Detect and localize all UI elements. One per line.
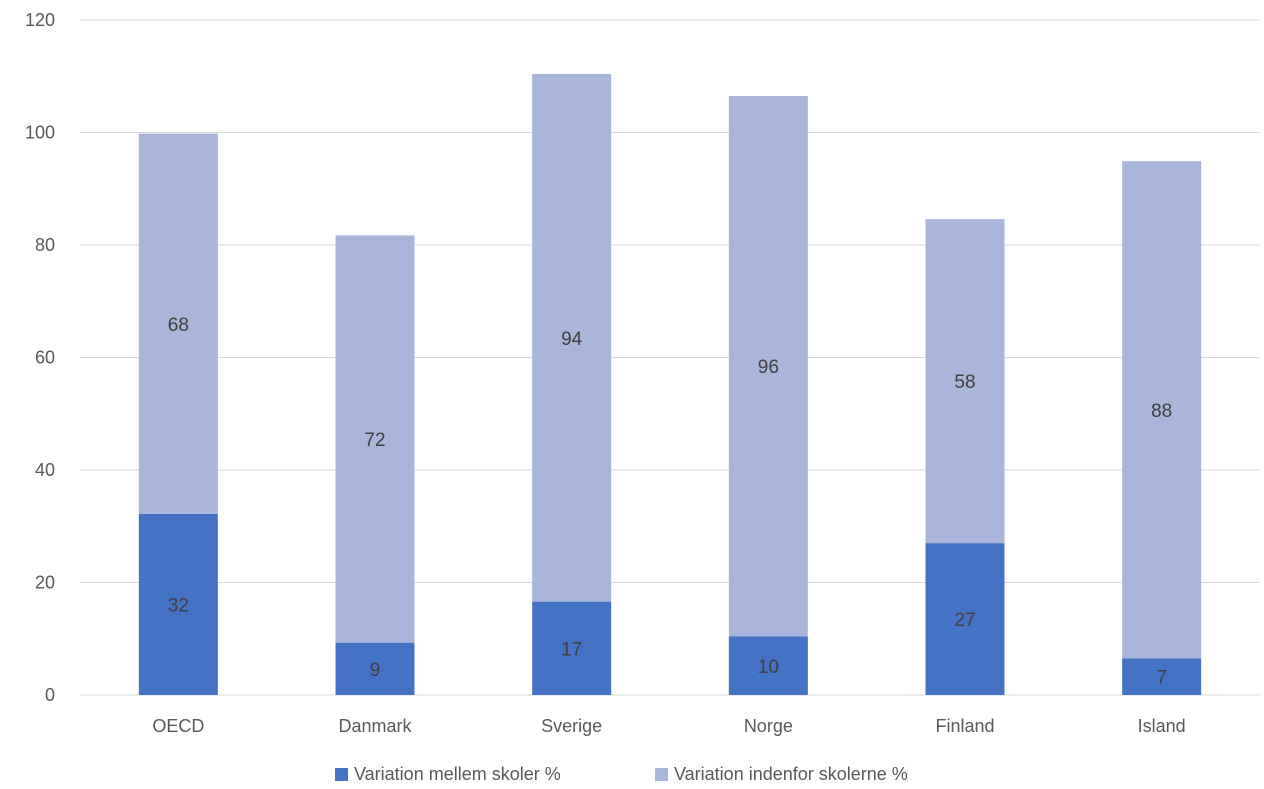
bar-sverige-series-1 [532, 601, 612, 695]
x-axis-ticks: OECD Danmark Sverige Norge Finland Island [152, 716, 1185, 736]
data-label-oecd-series-1: 32 [168, 595, 189, 616]
data-label-island-series-1: 7 [1156, 668, 1167, 689]
bar-island-series-1 [1122, 658, 1202, 695]
data-label-finland-series-2: 58 [954, 372, 975, 393]
data-label-danmark-series-2: 72 [364, 430, 385, 451]
data-label-oecd-series-2: 68 [168, 315, 189, 336]
legend-label-1: Variation mellem skoler % [354, 764, 561, 784]
x-tick-label: Danmark [338, 716, 412, 736]
x-tick-label: Norge [744, 716, 793, 736]
data-label-norge-series-2: 96 [758, 357, 779, 378]
bar-group: 32 68 9 72 17 94 10 96 27 58 7 88 [138, 74, 1202, 695]
data-label-finland-series-1: 27 [954, 610, 975, 631]
data-label-island-series-2: 88 [1151, 401, 1172, 422]
y-tick-label: 80 [35, 235, 55, 255]
bar-oecd-series-1 [138, 513, 218, 695]
bar-island-series-2 [1122, 161, 1202, 659]
bar-finland-series-1 [925, 543, 1005, 695]
data-label-danmark-series-1: 9 [370, 660, 381, 681]
y-tick-label: 20 [35, 573, 55, 593]
y-tick-label: 60 [35, 348, 55, 368]
data-label-sverige-series-1: 17 [561, 639, 582, 660]
legend: Variation mellem skoler % Variation inden… [335, 764, 908, 784]
bar-finland-series-2 [925, 219, 1005, 544]
y-axis-ticks: 0 20 40 60 80 100 120 [25, 10, 55, 705]
y-tick-label: 100 [25, 123, 55, 143]
x-tick-label: OECD [152, 716, 204, 736]
bar-danmark-series-1 [335, 642, 415, 695]
y-tick-label: 0 [45, 685, 55, 705]
y-tick-label: 40 [35, 460, 55, 480]
bar-norge-series-2 [728, 95, 808, 637]
legend-swatch-2 [655, 768, 668, 781]
data-label-sverige-series-2: 94 [561, 329, 583, 350]
bar-norge-series-1 [728, 636, 808, 695]
legend-swatch-1 [335, 768, 348, 781]
y-tick-label: 120 [25, 10, 55, 30]
legend-label-2: Variation indenfor skolerne % [674, 764, 908, 784]
gridlines [80, 19, 1260, 696]
x-tick-label: Finland [935, 716, 994, 736]
data-label-norge-series-1: 10 [758, 657, 779, 678]
bar-danmark-series-2 [335, 235, 415, 643]
x-tick-label: Island [1138, 716, 1186, 736]
bar-sverige-series-2 [532, 74, 612, 602]
x-tick-label: Sverige [541, 716, 602, 736]
bar-oecd-series-2 [138, 133, 218, 514]
